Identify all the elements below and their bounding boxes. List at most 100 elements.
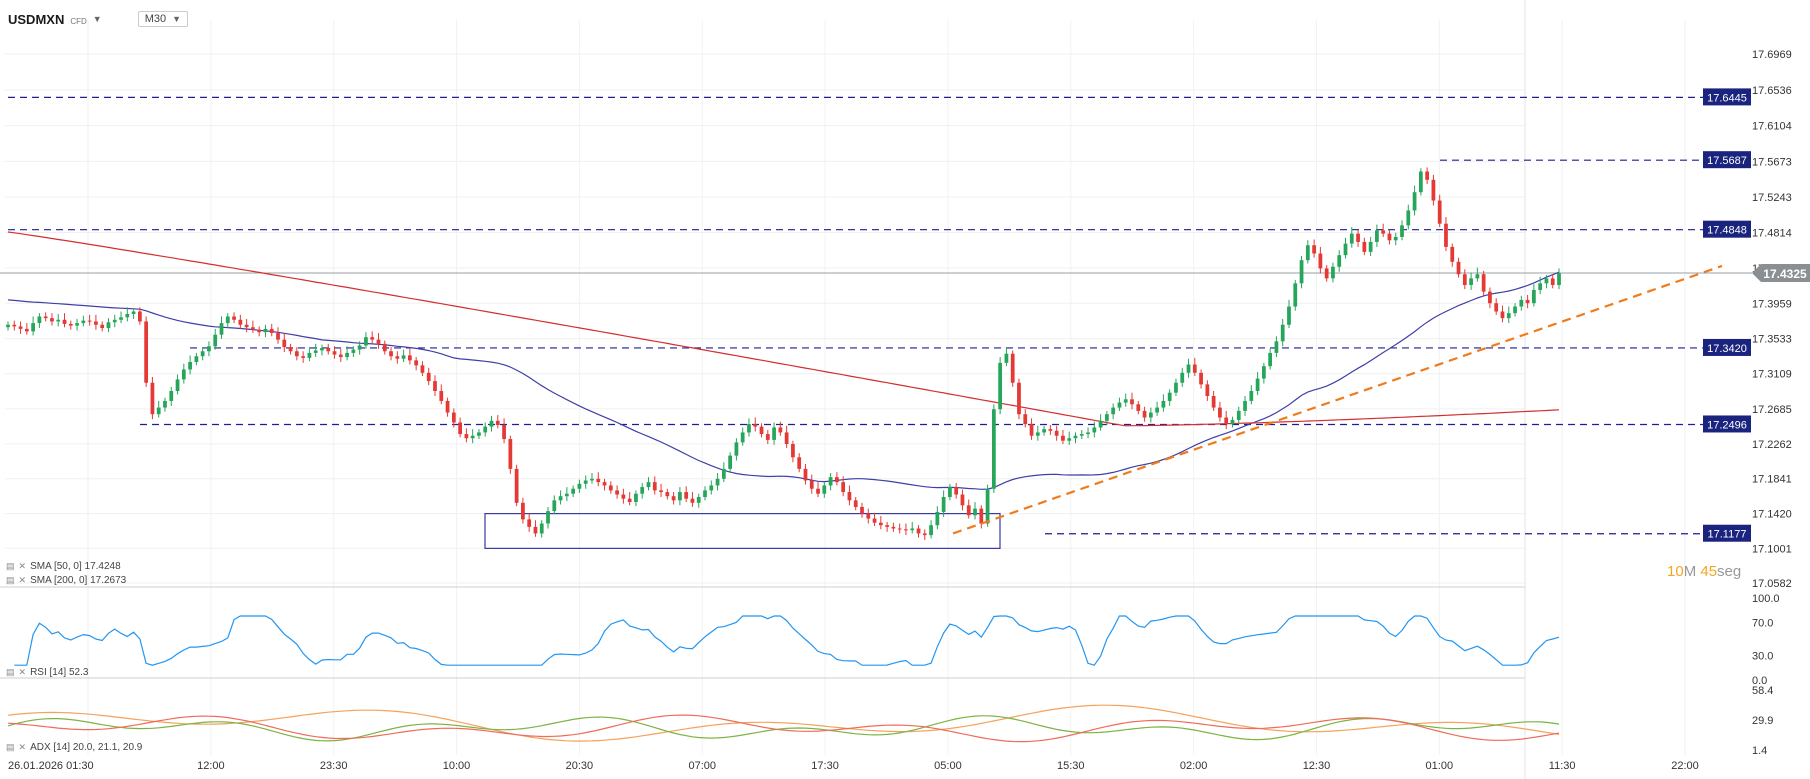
timeframe-selector[interactable]: M30 ▼ — [137, 11, 189, 27]
level-badge — [1703, 151, 1751, 169]
close-icon[interactable]: ✕ — [18, 561, 27, 571]
candle-body — [979, 508, 984, 524]
price-tick-label: 17.5673 — [1752, 156, 1792, 168]
candle-body — [1017, 382, 1021, 415]
candle-body — [853, 500, 858, 507]
symbol-label[interactable]: USDMXN — [8, 11, 65, 27]
candle-body — [521, 502, 525, 520]
symbol-badge: CFD — [70, 16, 87, 26]
candle-body — [1280, 324, 1285, 342]
candle-body — [382, 343, 387, 352]
candle-body — [1462, 274, 1467, 285]
candle-body — [784, 432, 789, 445]
toolbar: USDMXN CFD ▼ M30 ▼ — [8, 8, 189, 30]
candle-body — [1079, 434, 1084, 436]
trendline — [952, 264, 1723, 535]
candle-body — [1544, 278, 1549, 284]
rsi-legend[interactable]: ▤ ✕ RSI [14] 52.3 — [6, 667, 88, 678]
candle-body — [715, 478, 720, 486]
candle-body — [640, 487, 645, 494]
candle-body — [546, 511, 550, 524]
candle-body — [389, 351, 393, 357]
candle-body — [451, 412, 456, 423]
candle-body — [828, 477, 833, 486]
sma200-legend-label: SMA [200, 0] 17.2673 — [30, 575, 127, 586]
price-tick-label: 17.6969 — [1752, 49, 1792, 61]
chevron-down-icon[interactable]: ▼ — [92, 14, 102, 24]
price-tick-label: 17.5243 — [1752, 192, 1792, 204]
candle-body — [1161, 400, 1166, 408]
candle-body — [489, 420, 494, 427]
adx-legend[interactable]: ▤ ✕ ADX [14] 20.0, 21.1, 20.9 — [6, 742, 142, 753]
countdown-seconds-unit: seg — [1717, 563, 1742, 580]
candle-body — [1494, 303, 1499, 312]
candle-body — [1199, 372, 1203, 385]
candle-body — [257, 329, 262, 333]
candle-body — [646, 482, 651, 488]
candle-body — [414, 360, 419, 366]
candle-body — [1299, 260, 1304, 284]
sma200-legend[interactable]: ▤ ✕ SMA [200, 0] 17.2673 — [6, 575, 126, 586]
candle-body — [502, 424, 506, 440]
candle-body — [225, 316, 230, 324]
price-tick-label: 17.2685 — [1752, 404, 1792, 416]
candle-body — [1393, 236, 1398, 241]
candle-body — [621, 494, 626, 499]
candle-body — [420, 365, 425, 373]
candle-body — [213, 334, 218, 347]
candle-body — [87, 320, 92, 322]
candle-body — [1469, 278, 1473, 285]
price-tick-label: 17.2262 — [1752, 439, 1792, 451]
candle-body — [602, 482, 607, 486]
di-plus-line — [7, 715, 1560, 742]
candle-body — [169, 391, 174, 401]
time-tick-label: 05:00 — [934, 760, 962, 772]
candle-body — [50, 318, 54, 322]
price-tick-label: 17.3959 — [1752, 298, 1792, 310]
candle-body — [684, 492, 689, 499]
candle-body — [904, 529, 908, 531]
candle-body — [596, 478, 601, 483]
candle-body — [878, 522, 883, 526]
close-icon[interactable]: ✕ — [18, 667, 27, 677]
candle-body — [1431, 179, 1436, 201]
indicator-settings-icon[interactable]: ▤ — [6, 575, 15, 585]
price-axis: 17.6969 17.6536 17.6104 17.5673 17.5243 17.48… — [1752, 49, 1792, 590]
candle-body — [1331, 266, 1335, 279]
candle-body — [288, 347, 293, 352]
price-tick-label: 17.1841 — [1752, 474, 1792, 486]
candle-body — [721, 468, 726, 479]
candle-body — [696, 497, 701, 503]
grid — [5, 20, 1686, 755]
close-icon[interactable]: ✕ — [18, 575, 27, 585]
candle-body — [1155, 407, 1159, 413]
candle-body — [1368, 241, 1373, 252]
time-tick-label: 23:30 — [320, 760, 348, 772]
candle-body — [1538, 283, 1543, 290]
candle-body — [401, 355, 406, 359]
candle-body — [313, 350, 318, 353]
time-tick-label: 15:30 — [1057, 760, 1085, 772]
candle-body — [301, 356, 306, 358]
candle-body — [583, 480, 588, 484]
sma50-legend[interactable]: ▤ ✕ SMA [50, 0] 17.4248 — [6, 561, 121, 572]
candle-body — [991, 409, 996, 489]
candle-body — [1042, 429, 1046, 433]
candle-body — [1061, 435, 1065, 441]
candle-body — [244, 324, 249, 328]
price-tick-label: 17.0582 — [1752, 578, 1792, 590]
candle-body — [238, 319, 243, 325]
candle-body — [100, 324, 105, 329]
indicator-settings-icon[interactable]: ▤ — [6, 667, 15, 677]
indicator-settings-icon[interactable]: ▤ — [6, 742, 15, 752]
level-badge — [1703, 220, 1751, 238]
candle-body — [564, 493, 569, 497]
close-icon[interactable]: ✕ — [18, 742, 27, 752]
indicator-settings-icon[interactable]: ▤ — [6, 561, 15, 571]
candle-body — [75, 323, 79, 326]
candle-body — [1230, 420, 1235, 425]
candle-body — [1255, 378, 1260, 392]
countdown-seconds: 45 — [1700, 563, 1718, 580]
